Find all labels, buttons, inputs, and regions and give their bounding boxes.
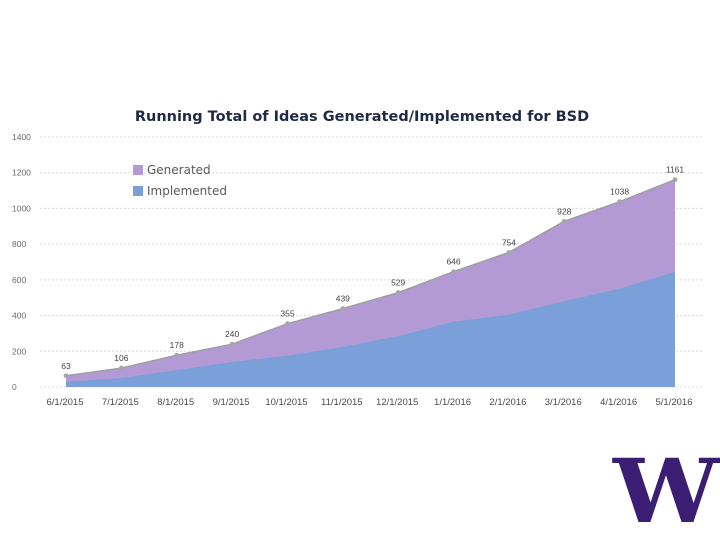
y-tick-label-200: 200 (12, 346, 26, 356)
legend-label-implemented: Implemented (147, 184, 227, 198)
x-tick-label-11: 5/1/2016 (656, 397, 693, 408)
point-generated-8 (506, 249, 512, 255)
point-generated-2 (174, 352, 180, 358)
point-generated-4 (285, 321, 290, 327)
data-label-1: 106 (114, 353, 128, 363)
point-generated-7 (451, 269, 456, 275)
y-tick-label-1400: 1400 (12, 132, 31, 142)
x-tick-label-2: 8/1/2015 (157, 397, 194, 408)
point-generated-0 (63, 373, 69, 379)
y-tick-label-400: 400 (12, 311, 26, 321)
logo-letter: W (612, 446, 720, 524)
x-tick-label-5: 11/1/2015 (321, 397, 363, 408)
data-label-10: 1038 (610, 187, 629, 197)
data-label-0: 63 (61, 361, 71, 371)
point-generated-1 (118, 365, 124, 371)
point-generated-5 (340, 306, 346, 312)
area-implemented (66, 271, 675, 387)
legend: Generated Implemented (133, 163, 227, 198)
data-label-3: 240 (225, 329, 239, 339)
x-tick-label-6: 12/1/2015 (376, 397, 418, 408)
data-label-2: 178 (170, 340, 184, 350)
y-tick-label-600: 600 (12, 275, 26, 285)
point-generated-6 (395, 290, 401, 295)
x-tick-label-0: 6/1/2015 (47, 397, 84, 408)
data-label-7: 646 (446, 257, 460, 267)
data-label-9: 928 (557, 206, 571, 216)
x-tick-label-3: 9/1/2015 (213, 397, 250, 408)
university-w-logo: W (612, 446, 720, 524)
x-axis: 6/1/2015 7/1/2015 8/1/2015 9/1/2015 10/1/201… (47, 397, 693, 408)
data-labels: 63 106 178 240 355 439 529 646 754 928 1038 1161 (61, 165, 684, 371)
data-points (63, 177, 678, 379)
legend-swatch-generated (133, 165, 143, 175)
line-generated (65, 179, 676, 377)
x-tick-label-8: 2/1/2016 (489, 397, 526, 408)
data-label-6: 529 (391, 278, 405, 288)
x-tick-label-1: 7/1/2015 (102, 397, 139, 408)
point-generated-11 (672, 177, 678, 183)
x-tick-label-9: 3/1/2016 (545, 397, 582, 408)
series-areas (65, 179, 676, 387)
y-tick-label-800: 800 (12, 239, 26, 249)
data-label-5: 439 (336, 294, 350, 304)
legend-label-generated: Generated (147, 163, 211, 177)
chart-title: Running Total of Ideas Generated/Impleme… (135, 109, 589, 125)
x-tick-label-10: 4/1/2016 (600, 397, 637, 408)
data-label-11: 1161 (666, 165, 685, 175)
data-label-4: 355 (280, 309, 294, 319)
y-tick-label-1200: 1200 (12, 168, 31, 178)
y-tick-label-1000: 1000 (12, 203, 31, 213)
point-generated-3 (229, 341, 235, 347)
point-generated-9 (561, 218, 567, 224)
x-tick-label-4: 10/1/2015 (265, 397, 307, 408)
legend-swatch-implemented (133, 186, 143, 196)
y-axis: 0 200 400 600 800 1000 1200 1400 (12, 132, 31, 392)
point-generated-10 (617, 199, 623, 205)
data-label-8: 754 (502, 237, 516, 247)
x-tick-label-7: 1/1/2016 (434, 397, 471, 408)
y-tick-label-0: 0 (12, 382, 17, 392)
